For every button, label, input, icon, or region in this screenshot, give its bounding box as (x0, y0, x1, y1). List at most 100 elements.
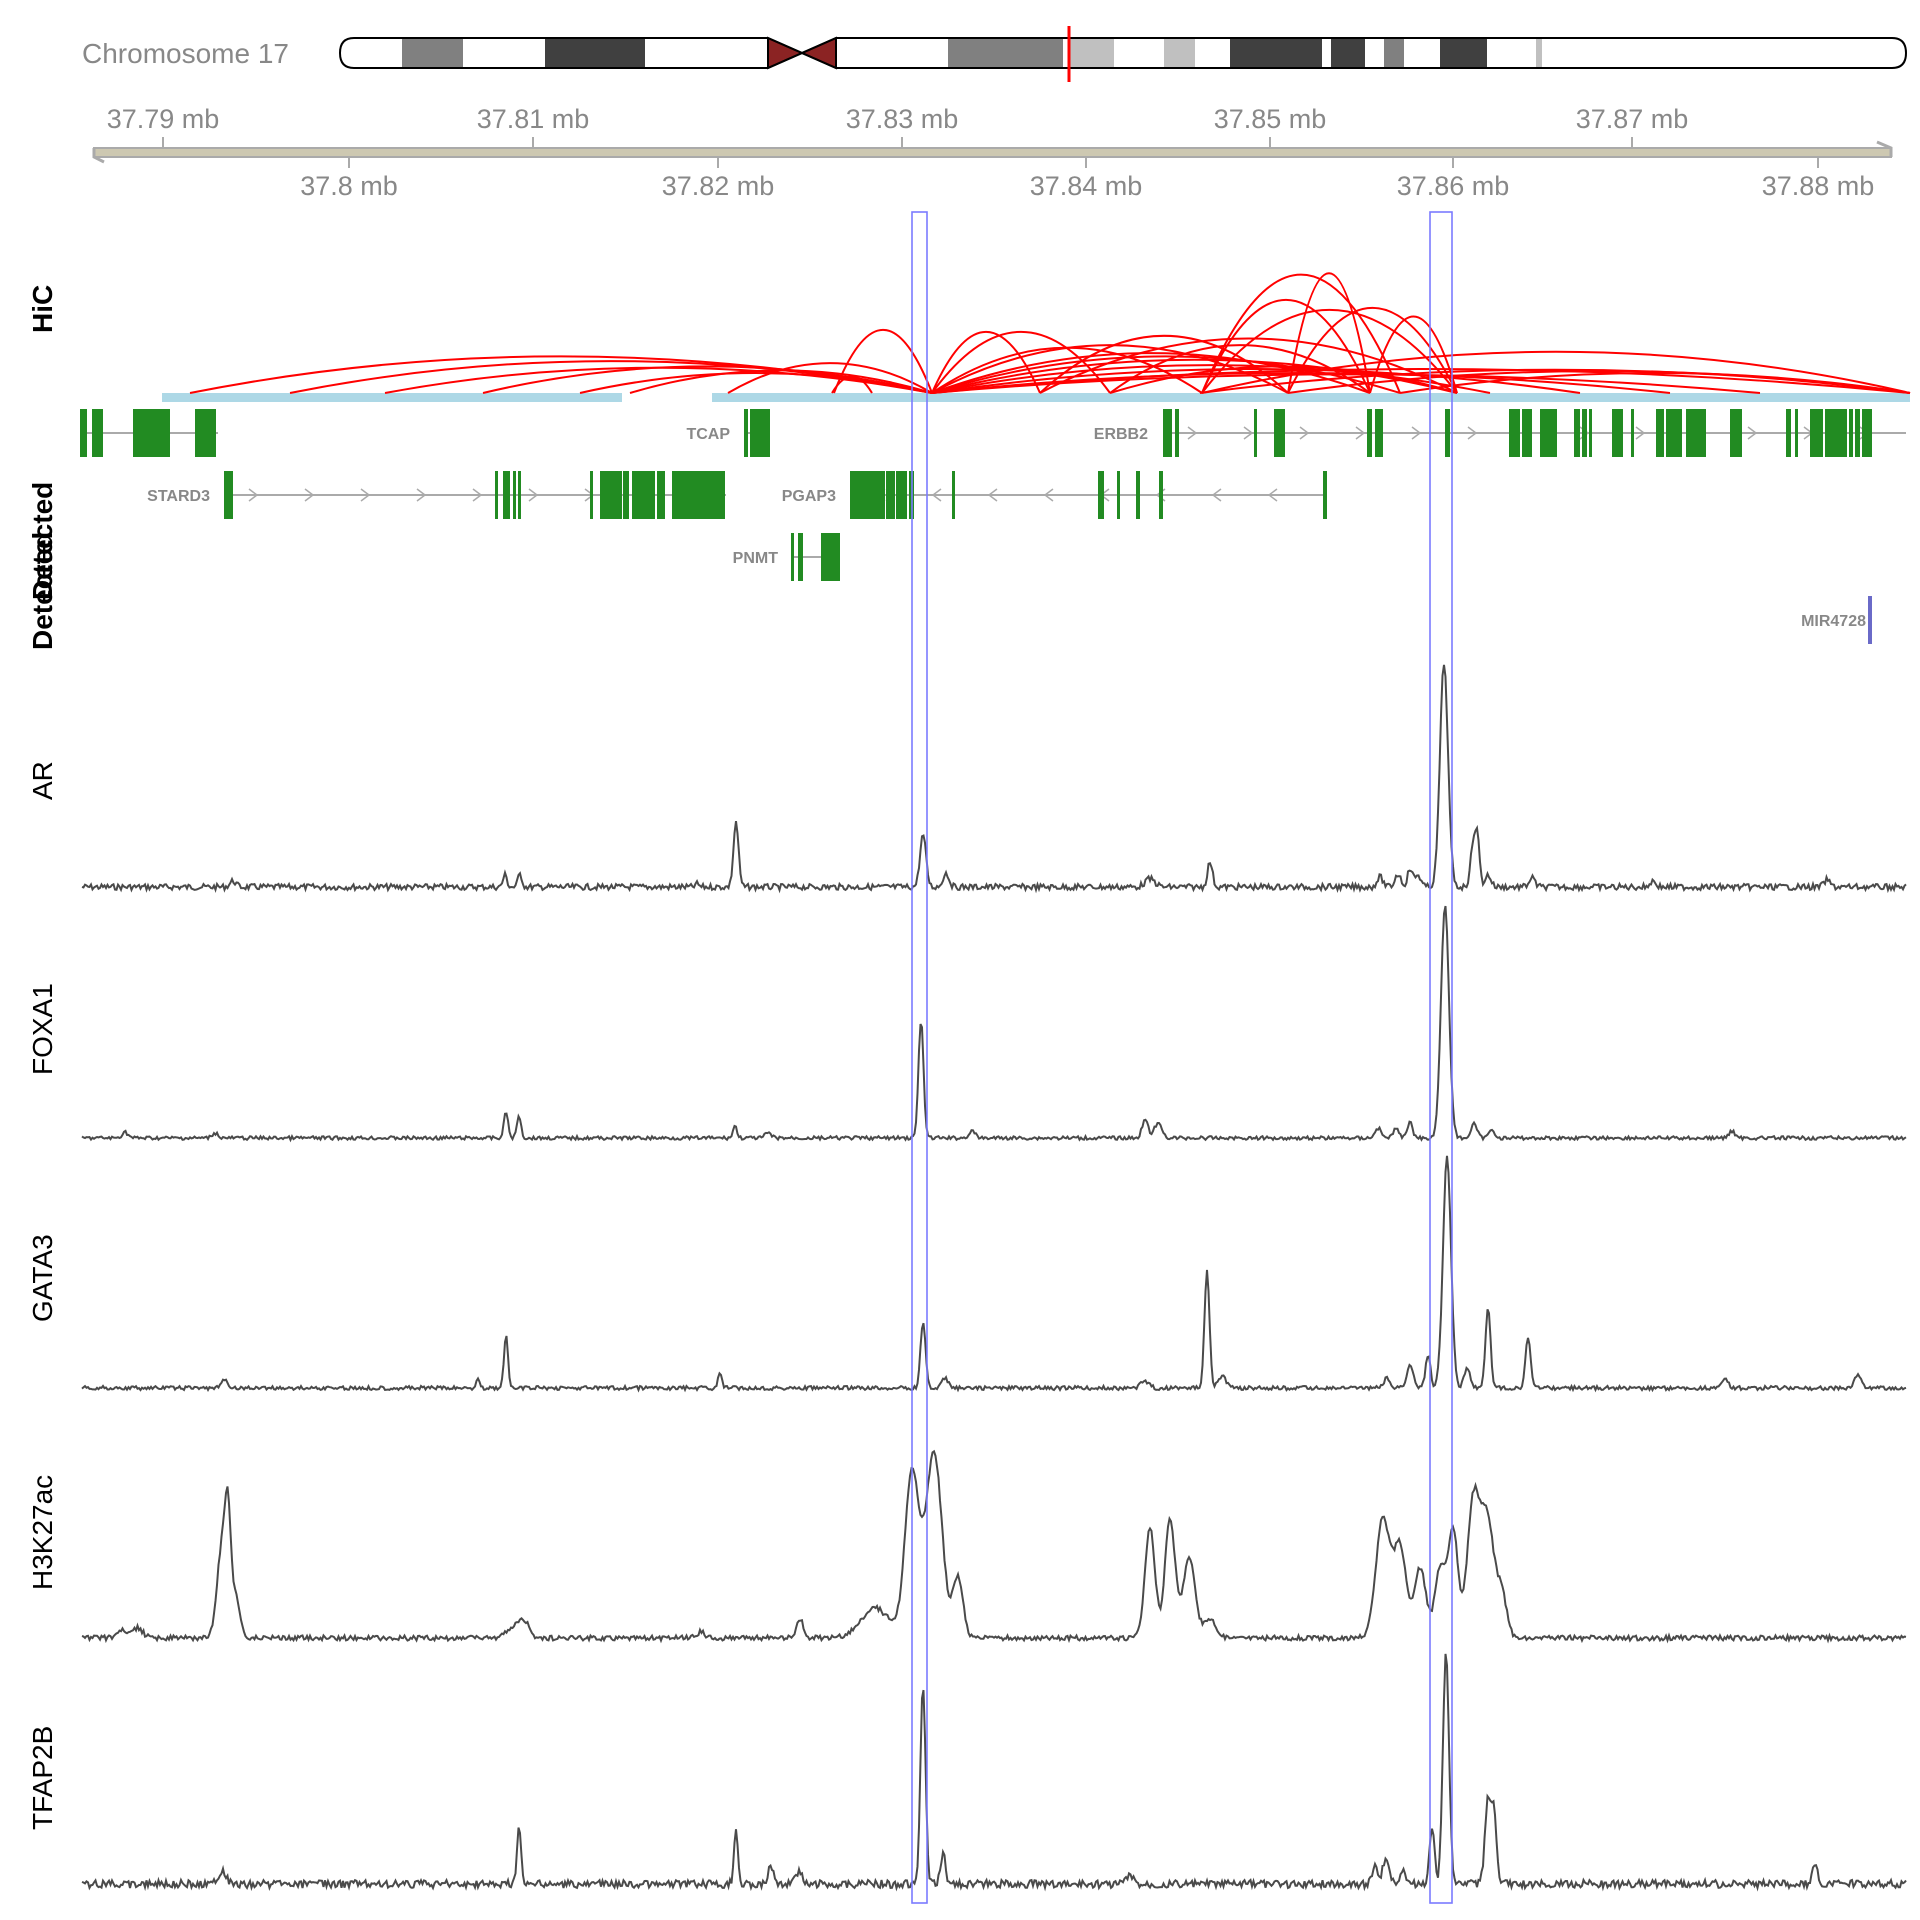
chromosome-band (1440, 38, 1487, 68)
gene-mir4728: MIR4728 (1801, 596, 1872, 644)
strand-arrow-right-icon (1467, 426, 1478, 440)
chromosome-band (1068, 38, 1114, 68)
gene-exon (1786, 409, 1791, 457)
track-label-ar: AR (27, 761, 58, 800)
hic-arc (1399, 372, 1911, 394)
gene-exon (1254, 409, 1257, 457)
chromosome-ideogram (338, 26, 1908, 82)
hic-arc (931, 344, 1289, 394)
axis-tick-label: 37.83 mb (846, 104, 959, 134)
gene-name-label: PNMT (733, 550, 779, 567)
axis-tick-label: 37.81 mb (477, 104, 590, 134)
signal-tfap2b (81, 1653, 1907, 1892)
hic-arc (384, 366, 933, 394)
gene-exon (1582, 409, 1587, 457)
gene-exon (1795, 409, 1798, 457)
strand-arrow-right-icon (304, 488, 315, 502)
gene-exon (195, 409, 216, 457)
hic-track (162, 272, 1911, 402)
axis-right-arrow (1876, 140, 1893, 157)
gene-exon (224, 471, 233, 519)
hic-anchor-bar (162, 393, 622, 402)
gene-exon (1855, 409, 1860, 457)
track-label-foxa1: FOXA1 (27, 983, 58, 1075)
gene-exon (1868, 596, 1872, 644)
gene-track: TCAP ERBB2 STARD3 PGAP3 PNMT MIR4728 (80, 409, 1906, 644)
highlight-regions (911, 211, 1453, 1904)
gene-exon (798, 533, 803, 581)
hic-arc (1201, 350, 1911, 394)
gene-exon (1175, 409, 1179, 457)
strand-arrow-right-icon (360, 488, 371, 502)
strand-arrow-right-icon (1299, 426, 1310, 440)
highlight-box (911, 211, 928, 1904)
gene-exon (503, 471, 510, 519)
gene-exon (495, 471, 498, 519)
gene-exon (1849, 409, 1853, 457)
gene-exon (80, 409, 87, 457)
gene-exon (1159, 471, 1163, 519)
strand-arrow-right-icon (416, 488, 427, 502)
axis-tick-label: 37.79 mb (107, 104, 220, 134)
strand-arrow-right-icon (1355, 426, 1366, 440)
gene-exon (1810, 409, 1823, 457)
gene-exon (1574, 409, 1580, 457)
gene-exon (1163, 409, 1172, 457)
highlight-box (1429, 211, 1453, 1904)
hic-arc (831, 375, 873, 394)
gene-exon (1825, 409, 1847, 457)
gene-exon (850, 471, 885, 519)
gene-exon (1274, 409, 1285, 457)
chromosome-label: Chromosome 17 (82, 38, 289, 69)
gene-exon (623, 471, 629, 519)
hic-arc (1287, 306, 1458, 394)
hic-arc (1369, 315, 1458, 394)
gene-exon (750, 409, 770, 457)
hic-arc (1287, 272, 1371, 394)
gene-exon (672, 471, 725, 519)
hic-arc (1201, 299, 1371, 394)
genome-axis: 37.79 mb 37.81 mb 37.83 mb 37.85 mb 37.87 mb… (92, 104, 1893, 201)
signal-ar (81, 664, 1907, 894)
axis-tick-label: 37.82 mb (662, 171, 775, 201)
hic-arc (1109, 365, 1458, 394)
hic-arc (1039, 337, 1458, 394)
hic-anchor-bar (712, 393, 1910, 402)
hic-arc (931, 358, 1458, 394)
gene-exon (657, 471, 665, 519)
axis-tick-label: 37.88 mb (1762, 171, 1875, 201)
gene-exon (1631, 409, 1634, 457)
gene-exon (590, 471, 593, 519)
strand-arrow-right-icon (1411, 426, 1422, 440)
gene-exon (791, 533, 794, 581)
gene-exon (1136, 471, 1140, 519)
axis-bar (93, 147, 1892, 158)
gene-pnmt: PNMT (733, 533, 840, 581)
signal-h3k27ac (81, 1449, 1907, 1644)
strand-arrow-right-icon (1243, 426, 1254, 440)
chromosome-band (1536, 38, 1542, 68)
gene-exon (744, 409, 748, 457)
axis-tick-label: 37.85 mb (1214, 104, 1327, 134)
gene-exon (600, 471, 622, 519)
gene-exon (1323, 471, 1327, 519)
hic-arc (727, 362, 933, 394)
signal-gata3 (81, 1155, 1907, 1393)
strand-arrow-right-icon (528, 488, 539, 502)
gene-exon (1730, 409, 1742, 457)
axis-tick-label: 37.8 mb (300, 171, 398, 201)
gene-exon (1686, 409, 1706, 457)
gene-exon (952, 471, 955, 519)
hic-arc (931, 355, 1401, 394)
gene-name-label: MIR4728 (1801, 613, 1866, 630)
axis-tick-label: 37.84 mb (1030, 171, 1143, 201)
hic-arc (931, 368, 1911, 394)
chromosome-band (1384, 38, 1404, 68)
chromosome-outline-p (338, 37, 805, 69)
gene-exon (1098, 471, 1104, 519)
gene-pgap3: PGAP3 (782, 471, 1327, 519)
gene-name-label: TCAP (686, 426, 730, 443)
gene-stard3: STARD3 (147, 471, 726, 519)
strand-arrow-left-icon (931, 488, 942, 502)
gene-exon (1375, 409, 1383, 457)
